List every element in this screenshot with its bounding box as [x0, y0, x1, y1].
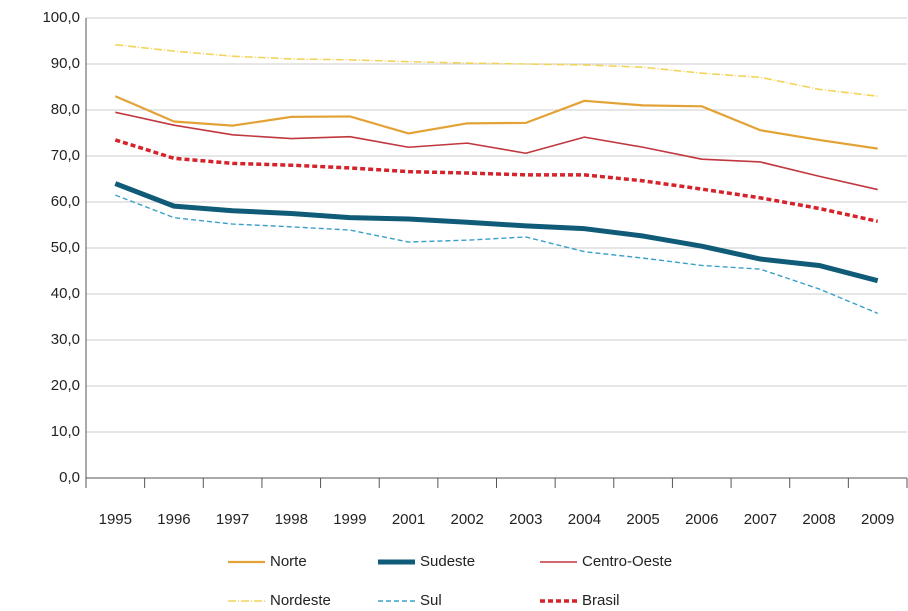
x-tick-label: 1995 [99, 511, 132, 528]
line [114, 138, 879, 224]
legend-label: Centro-Oeste [582, 553, 672, 570]
x-tick-label: 1998 [275, 511, 308, 528]
x-tick-label: 2004 [568, 511, 601, 528]
y-tick-label: 0,0 [59, 469, 80, 486]
line [114, 181, 879, 284]
legend-label: Sudeste [420, 553, 475, 570]
y-tick-label: 90,0 [51, 55, 80, 72]
line [115, 43, 878, 97]
x-tick-label: 2009 [861, 511, 894, 528]
x-tick-label: 1997 [216, 511, 249, 528]
x-tick-label: 2002 [450, 511, 483, 528]
line [115, 111, 878, 191]
y-tick-label: 60,0 [51, 193, 80, 210]
x-tick-label: 2001 [392, 511, 425, 528]
y-tick-label: 20,0 [51, 377, 80, 394]
x-tick-label: 2005 [626, 511, 659, 528]
legend-label: Sul [420, 592, 442, 609]
x-tick-label: 1999 [333, 511, 366, 528]
y-tick-label: 30,0 [51, 331, 80, 348]
legend-label: Nordeste [270, 592, 331, 609]
y-tick-label: 50,0 [51, 239, 80, 256]
y-tick-label: 100,0 [42, 9, 80, 26]
x-tick-label: 2007 [744, 511, 777, 528]
y-tick-label: 80,0 [51, 101, 80, 118]
y-tick-label: 40,0 [51, 285, 80, 302]
line [115, 194, 878, 314]
legend-label: Brasil [582, 592, 620, 609]
x-tick-label: 2006 [685, 511, 718, 528]
legend-label: Norte [270, 553, 307, 570]
x-tick-label: 1996 [157, 511, 190, 528]
x-tick-label: 2008 [802, 511, 835, 528]
x-tick-label: 2003 [509, 511, 542, 528]
y-tick-label: 10,0 [51, 423, 80, 440]
line [114, 95, 878, 150]
y-tick-label: 70,0 [51, 147, 80, 164]
